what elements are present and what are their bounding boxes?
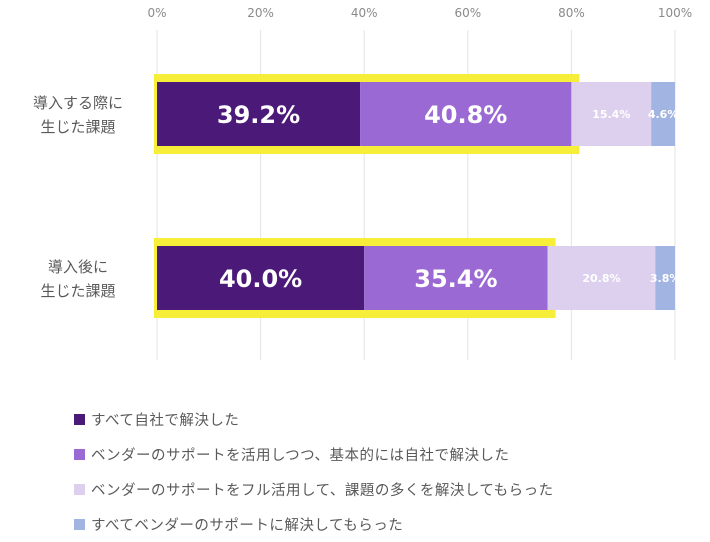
- legend-swatch: [74, 484, 85, 495]
- legend-swatch: [74, 519, 85, 530]
- x-axis-ticks: 0% 20% 40% 60% 80% 100%: [147, 6, 692, 20]
- x-tick-label: 100%: [658, 6, 692, 20]
- legend-label: ベンダーのサポートを活用しつつ、基本的には自社で解決した: [91, 448, 510, 464]
- bar-segment: [547, 246, 656, 310]
- bar-segment: [360, 82, 572, 146]
- category-label-line: 導入後に: [48, 258, 108, 276]
- x-tick-label: 20%: [247, 6, 274, 20]
- x-tick-label: 0%: [147, 6, 166, 20]
- bars: [157, 82, 675, 310]
- data-label: 3.8%: [650, 272, 681, 285]
- legend-item: すべて自社で解決した: [74, 402, 554, 437]
- category-label-line: 生じた課題: [40, 282, 115, 300]
- bar-segment: [364, 246, 548, 310]
- category-label-line: 生じた課題: [40, 118, 115, 136]
- legend-swatch: [74, 414, 85, 425]
- bar-segment: [651, 82, 675, 146]
- data-label: 35.4%: [414, 265, 497, 293]
- x-tick-label: 80%: [558, 6, 585, 20]
- x-tick-label: 40%: [351, 6, 378, 20]
- legend-label: すべてベンダーのサポートに解決してもらった: [91, 518, 404, 534]
- legend-item: ベンダーのサポートを活用しつつ、基本的には自社で解決した: [74, 437, 554, 472]
- category-label: 導入後に生じた課題: [40, 258, 115, 300]
- data-label: 15.4%: [592, 108, 630, 121]
- data-labels: 39.2% 40.8% 15.4% 4.6% 40.0% 35.4% 20.8% 3.8%: [217, 101, 681, 293]
- category-label: 導入する際に生じた課題: [33, 94, 123, 136]
- data-label: 4.6%: [648, 108, 679, 121]
- data-label: 40.0%: [219, 265, 302, 293]
- legend-swatch: [74, 449, 85, 460]
- legend-item: すべてベンダーのサポートに解決してもらった: [74, 507, 554, 542]
- bar-segment: [571, 82, 652, 146]
- category-label-line: 導入する際に: [33, 94, 123, 112]
- data-label: 40.8%: [424, 101, 507, 129]
- data-label: 39.2%: [217, 101, 300, 129]
- legend-label: すべて自社で解決した: [91, 413, 240, 429]
- legend-label: ベンダーのサポートをフル活用して、課題の多くを解決してもらった: [91, 483, 554, 499]
- legend-item: ベンダーのサポートをフル活用して、課題の多くを解決してもらった: [74, 472, 554, 507]
- bar-segment: [655, 246, 675, 310]
- bar-segment: [157, 246, 365, 310]
- x-tick-label: 60%: [454, 6, 481, 20]
- legend: すべて自社で解決したベンダーのサポートを活用しつつ、基本的には自社で解決したベン…: [74, 402, 554, 542]
- data-label: 20.8%: [582, 272, 620, 285]
- bar-segment: [157, 82, 361, 146]
